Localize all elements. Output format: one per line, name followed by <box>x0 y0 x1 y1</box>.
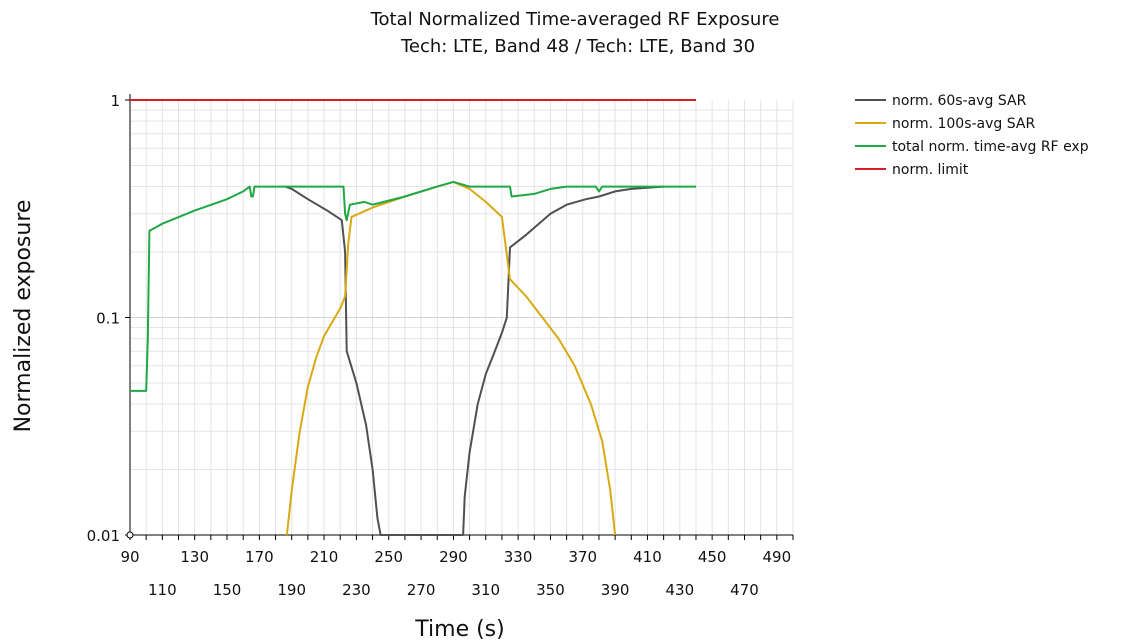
chart-title: Total Normalized Time-averaged RF Exposu… <box>370 9 780 30</box>
x-tick-label: 490 <box>763 548 792 566</box>
x-tick-label: 450 <box>698 548 727 566</box>
y-tick-label: 1 <box>110 92 120 110</box>
x-tick-label: 410 <box>633 548 662 566</box>
legend-label: norm. limit <box>892 162 969 178</box>
x-tick-label: 230 <box>342 581 371 599</box>
x-tick-label: 110 <box>148 581 177 599</box>
y-axis-label: Normalized exposure <box>11 200 36 433</box>
x-tick-label: 250 <box>374 548 403 566</box>
series-line-norm-100s-avg-sar <box>285 180 617 536</box>
x-tick-label: 430 <box>665 581 694 599</box>
x-tick-label: 330 <box>504 548 533 566</box>
x-tick-label: 170 <box>245 548 274 566</box>
legend-label: norm. 100s-avg SAR <box>892 116 1035 132</box>
x-tick-label: 370 <box>568 548 597 566</box>
axes: 90 130 170 210 250 290 330 370 410 450 490 110 150 19… <box>87 92 794 599</box>
origin-marker <box>126 531 134 539</box>
legend-label: norm. 60s-avg SAR <box>892 93 1027 109</box>
series-line-total-norm-time-avg-rf-exp <box>130 180 696 392</box>
legend-label: total norm. time-avg RF exp <box>892 139 1089 155</box>
y-tick-label: 0.01 <box>87 527 120 545</box>
x-tick-label: 390 <box>601 581 630 599</box>
x-axis-label: Time (s) <box>414 617 504 642</box>
x-tick-label: 290 <box>439 548 468 566</box>
x-tick-label: 90 <box>120 548 139 566</box>
x-tick-label: 270 <box>407 581 436 599</box>
x-tick-label: 470 <box>730 581 759 599</box>
legend: norm. 60s-avg SAR norm. 100s-avg SAR total… <box>855 93 1089 178</box>
x-tick-label: 350 <box>536 581 565 599</box>
series-line-norm-60s-avg-sar <box>284 185 664 536</box>
grid <box>130 100 794 535</box>
x-tick-label: 310 <box>471 581 500 599</box>
x-tick-label: 190 <box>277 581 306 599</box>
x-tick-label: 130 <box>180 548 209 566</box>
chart-subtitle: Tech: LTE, Band 48 / Tech: LTE, Band 30 <box>400 36 755 57</box>
y-tick-label: 0.1 <box>96 310 120 328</box>
series-group <box>130 99 696 536</box>
x-tick-label: 210 <box>310 548 339 566</box>
x-tick-label: 150 <box>213 581 242 599</box>
